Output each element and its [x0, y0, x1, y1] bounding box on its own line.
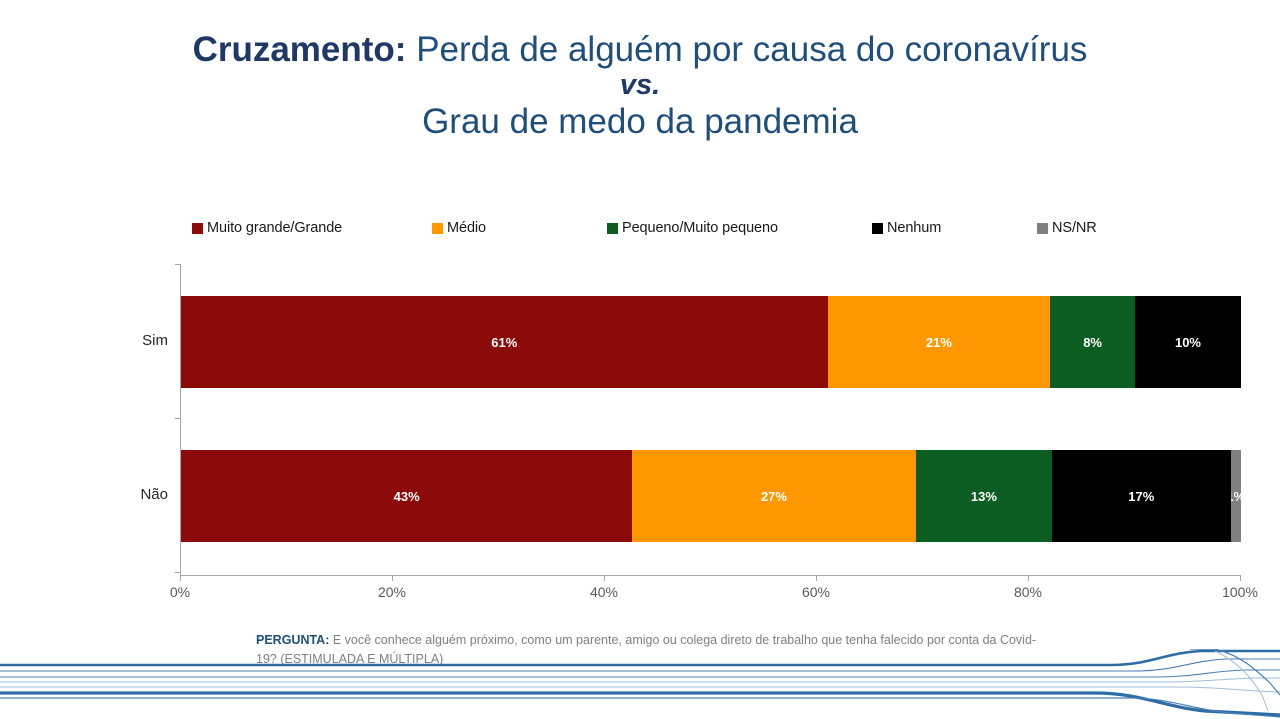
y-axis-line [180, 264, 181, 576]
x-axis-tick-label: 60% [801, 584, 831, 600]
bar-segment[interactable]: 43% [181, 450, 633, 542]
footnote-tag: PERGUNTA: [256, 633, 330, 647]
bar-row[interactable]: 43% 27% 13% 17% 1% [181, 450, 1241, 542]
legend-item[interactable]: Nenhum [872, 220, 941, 236]
x-axis-tick [180, 576, 181, 581]
legend-swatch-icon [872, 222, 883, 234]
legend-swatch-icon [1037, 222, 1048, 234]
y-axis-tick [175, 264, 180, 265]
page-title: Cruzamento: Perda de alguém por causa do… [0, 30, 1280, 141]
title-line-3: Grau de medo da pandemia [422, 101, 858, 141]
bar-segment[interactable]: 8% [1050, 296, 1135, 388]
legend-item[interactable]: Pequeno/Muito pequeno [607, 220, 778, 236]
x-axis-tick-label: 20% [377, 584, 407, 600]
x-axis-tick-label: 0% [169, 584, 191, 600]
title-line-1: Cruzamento: Perda de alguém por causa do… [0, 30, 1280, 69]
bar-segment-label: 27% [760, 488, 787, 504]
bar-row[interactable]: 61% 21% 8% 10% [181, 296, 1241, 388]
question-footnote: PERGUNTA: E você conhece alguém próximo,… [256, 631, 1056, 670]
x-axis-tick-labels: 0% 20% 40% 60% 80% 100% [170, 584, 1258, 604]
bar-segment[interactable]: 10% [1134, 296, 1241, 388]
bar-segment[interactable]: 27% [632, 450, 916, 542]
bar-segment-label: 21% [925, 334, 952, 350]
bar-segment-label: 17% [1128, 488, 1155, 504]
category-label: Não [140, 486, 168, 503]
legend-swatch-icon [192, 222, 203, 234]
legend-item[interactable]: Médio [432, 220, 486, 236]
bar-segment-label: 10% [1174, 334, 1201, 350]
bar-segment[interactable]: 21% [827, 296, 1051, 388]
chart-plot-area: Sim 61% 21% 8% 10% Não 43% 27% 13% 17% 1% [140, 264, 1241, 581]
bar-segment-label: 8% [1083, 334, 1102, 350]
bar-segment-label: 61% [491, 334, 518, 350]
bar-segment[interactable]: 13% [915, 450, 1053, 542]
y-axis-tick [175, 418, 180, 419]
legend-item[interactable]: NS/NR [1037, 220, 1097, 236]
x-axis-tick [604, 576, 605, 581]
bar-segment-label: 43% [393, 488, 420, 504]
legend-item-label: Nenhum [887, 220, 942, 236]
legend-item-label: Muito grande/Grande [207, 220, 343, 236]
title-line-1-rest: Perda de alguém por causa do coronavírus [406, 30, 1088, 69]
footnote-text: E você conhece alguém próximo, como um p… [256, 633, 1037, 667]
legend-item-label: NS/NR [1052, 220, 1097, 236]
x-axis-tick-label: 80% [1013, 584, 1043, 600]
x-axis-tick [816, 576, 817, 581]
bar-segment-label: 13% [970, 488, 997, 504]
title-line-2: vs. [619, 69, 661, 102]
x-axis-line [180, 575, 1241, 576]
x-axis-tick [392, 576, 393, 581]
legend-item[interactable]: Muito grande/Grande [192, 220, 342, 236]
x-axis-tick [1028, 576, 1029, 581]
x-axis-tick [1240, 576, 1241, 581]
category-label: Sim [142, 332, 168, 349]
legend-swatch-icon [607, 222, 618, 234]
title-emphasis: Cruzamento: [192, 30, 407, 69]
y-axis-tick [175, 572, 180, 573]
x-axis-tick-label: 40% [589, 584, 619, 600]
bar-segment-label: 1% [1231, 489, 1241, 504]
chart-legend: Muito grande/Grande Médio Pequeno/Muito pe… [192, 220, 1097, 244]
x-axis-tick-label: 100% [1222, 584, 1258, 600]
legend-swatch-icon [432, 222, 443, 234]
legend-item-label: Médio [447, 220, 486, 236]
bar-segment[interactable]: 17% [1052, 450, 1231, 542]
bar-segment[interactable]: 61% [181, 296, 828, 388]
bar-segment[interactable]: 1% [1230, 450, 1241, 542]
legend-item-label: Pequeno/Muito pequeno [622, 220, 778, 236]
